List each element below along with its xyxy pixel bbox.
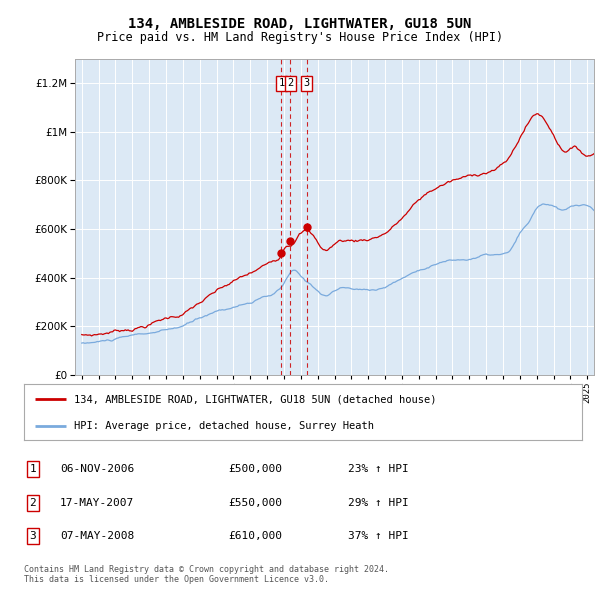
Text: 3: 3	[29, 532, 37, 541]
Text: £550,000: £550,000	[228, 498, 282, 507]
Text: HPI: Average price, detached house, Surrey Heath: HPI: Average price, detached house, Surr…	[74, 421, 374, 431]
Text: 1: 1	[278, 78, 284, 88]
Text: 3: 3	[304, 78, 310, 88]
Text: Price paid vs. HM Land Registry's House Price Index (HPI): Price paid vs. HM Land Registry's House …	[97, 31, 503, 44]
Text: 134, AMBLESIDE ROAD, LIGHTWATER, GU18 5UN: 134, AMBLESIDE ROAD, LIGHTWATER, GU18 5U…	[128, 17, 472, 31]
Text: Contains HM Land Registry data © Crown copyright and database right 2024.
This d: Contains HM Land Registry data © Crown c…	[24, 565, 389, 584]
Text: 37% ↑ HPI: 37% ↑ HPI	[348, 532, 409, 541]
Text: 07-MAY-2008: 07-MAY-2008	[60, 532, 134, 541]
Text: 29% ↑ HPI: 29% ↑ HPI	[348, 498, 409, 507]
Text: 2: 2	[29, 498, 37, 507]
Text: 2: 2	[287, 78, 293, 88]
Text: 23% ↑ HPI: 23% ↑ HPI	[348, 464, 409, 474]
Text: 17-MAY-2007: 17-MAY-2007	[60, 498, 134, 507]
Text: 1: 1	[29, 464, 37, 474]
Text: 134, AMBLESIDE ROAD, LIGHTWATER, GU18 5UN (detached house): 134, AMBLESIDE ROAD, LIGHTWATER, GU18 5U…	[74, 394, 437, 404]
Text: £610,000: £610,000	[228, 532, 282, 541]
Text: 06-NOV-2006: 06-NOV-2006	[60, 464, 134, 474]
Text: £500,000: £500,000	[228, 464, 282, 474]
